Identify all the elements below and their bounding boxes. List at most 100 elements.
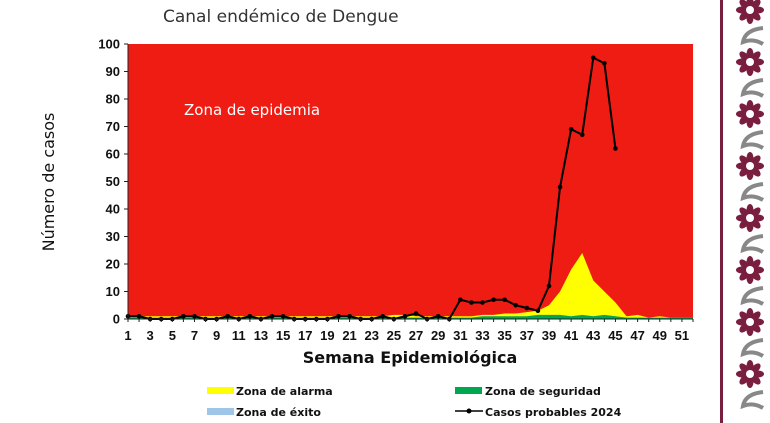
casos-point-week-39 (546, 283, 552, 289)
legend-item-alarma: Zona de alarma (207, 385, 333, 398)
x-tick-label: 15 (276, 328, 290, 343)
x-tick-label: 31 (453, 328, 467, 343)
casos-point-week-10 (225, 313, 231, 319)
x-tick-label: 49 (653, 328, 667, 343)
casos-point-week-27 (413, 311, 419, 316)
decorative-side-border (720, 0, 770, 423)
y-axis: 0 10 20 30 40 50 60 70 80 90 100 (98, 37, 129, 327)
y-tick-label: 50 (106, 174, 120, 189)
x-axis-label: Semana Epidemiológica (303, 348, 518, 367)
x-tick-label: 35 (497, 328, 511, 343)
casos-point-week-7 (192, 313, 197, 319)
x-tick-label: 45 (608, 328, 622, 343)
zona-alarma-area (128, 253, 693, 319)
legend-label-casos: Casos probables 2024 (485, 406, 622, 419)
x-tick-label: 33 (475, 328, 489, 343)
leaf-ornament-icon (740, 26, 765, 46)
casos-point-week-31 (458, 297, 463, 303)
casos-point-week-6 (181, 313, 186, 319)
legend-marker-casos (466, 408, 472, 414)
leaf-ornament-icon (740, 286, 765, 306)
chart-title: Canal endémico de Dengue (163, 7, 399, 27)
y-tick-label: 40 (106, 202, 120, 217)
casos-point-week-24 (380, 313, 386, 319)
x-tick-label: 41 (564, 328, 578, 343)
legend-swatch-exito (207, 408, 234, 415)
dengue-endemic-chart: Canal endémico de Dengue Zona de epidemi… (39, 7, 694, 419)
y-tick-label: 20 (106, 257, 120, 272)
casos-point-week-14 (269, 313, 275, 319)
leaf-ornament-icon (740, 130, 765, 150)
legend: Zona de alarma Zona de seguridad Zona de… (207, 385, 622, 419)
flower-ornament-icon (736, 308, 764, 336)
casos-point-week-42 (579, 132, 585, 138)
x-tick-label: 47 (630, 328, 644, 343)
leaf-ornament-icon (740, 234, 765, 254)
y-tick-label: 0 (113, 312, 120, 327)
legend-item-casos: Casos probables 2024 (455, 406, 622, 419)
casos-point-week-41 (568, 126, 574, 132)
casos-point-week-38 (535, 308, 541, 314)
x-tick-label: 7 (191, 328, 198, 343)
casos-point-week-2 (136, 313, 142, 319)
casos-point-week-15 (280, 313, 286, 319)
casos-point-week-36 (513, 302, 519, 308)
x-tick-label: 13 (254, 328, 268, 343)
legend-swatch-alarma (207, 387, 234, 394)
y-tick-label: 60 (106, 147, 120, 162)
zona-epidemia-annotation: Zona de epidemia (184, 101, 320, 119)
casos-point-week-33 (480, 300, 485, 305)
y-tick-label: 90 (106, 64, 120, 79)
x-tick-label: 43 (586, 328, 600, 343)
casos-point-week-12 (247, 313, 253, 319)
x-tick-label: 25 (387, 328, 401, 343)
flower-ornament-icon (736, 100, 764, 128)
x-tick-label: 29 (431, 328, 445, 343)
y-tick-label: 30 (106, 229, 120, 244)
casos-point-week-35 (502, 297, 507, 303)
plot-area (125, 44, 693, 322)
legend-label-alarma: Zona de alarma (236, 385, 333, 398)
y-axis-label: Número de casos (39, 113, 58, 252)
legend-label-exito: Zona de éxito (236, 406, 321, 419)
x-tick-label: 17 (298, 328, 312, 343)
casos-point-week-34 (491, 297, 496, 303)
y-tick-label: 10 (106, 284, 120, 299)
flower-ornament-icon (736, 256, 764, 284)
x-tick-label: 27 (409, 328, 423, 343)
x-tick-label: 9 (213, 328, 220, 343)
x-tick-label: 5 (169, 328, 176, 343)
x-tick-label: 19 (320, 328, 334, 343)
legend-item-seguridad: Zona de seguridad (455, 385, 601, 398)
x-axis: 1 3 5 7 9 11 13 15 17 19 21 23 25 27 29 31 33 35 37 39 41 43 4… (124, 318, 694, 343)
x-tick-label: 23 (364, 328, 378, 343)
x-tick-label: 3 (147, 328, 154, 343)
flower-ornament-icon (736, 0, 764, 24)
casos-point-week-26 (402, 313, 408, 319)
legend-item-exito: Zona de éxito (207, 406, 321, 419)
casos-point-week-20 (336, 313, 341, 319)
casos-point-week-21 (347, 313, 352, 319)
y-tick-label: 80 (106, 92, 120, 107)
casos-point-week-29 (435, 313, 441, 319)
x-tick-label: 51 (675, 328, 689, 343)
y-tick-label: 70 (106, 119, 120, 134)
legend-label-seguridad: Zona de seguridad (485, 385, 601, 398)
casos-point-week-45 (613, 146, 618, 151)
leaf-ornament-icon (740, 78, 765, 98)
y-tick-label: 100 (98, 37, 120, 52)
leaf-ornament-icon (740, 182, 765, 202)
leaf-ornament-icon (740, 390, 765, 410)
x-tick-label: 37 (520, 328, 534, 343)
zona-epidemia-area (128, 44, 693, 319)
flower-ornament-icon (736, 204, 764, 232)
legend-swatch-seguridad (455, 387, 482, 394)
flower-ornament-icon (736, 152, 764, 180)
casos-point-week-37 (524, 305, 530, 311)
casos-point-week-43 (590, 55, 596, 61)
x-tick-label: 11 (232, 328, 246, 343)
x-tick-label: 21 (342, 328, 356, 343)
casos-point-week-32 (469, 300, 474, 305)
casos-point-week-44 (602, 60, 607, 66)
leaf-ornament-icon (740, 338, 765, 358)
